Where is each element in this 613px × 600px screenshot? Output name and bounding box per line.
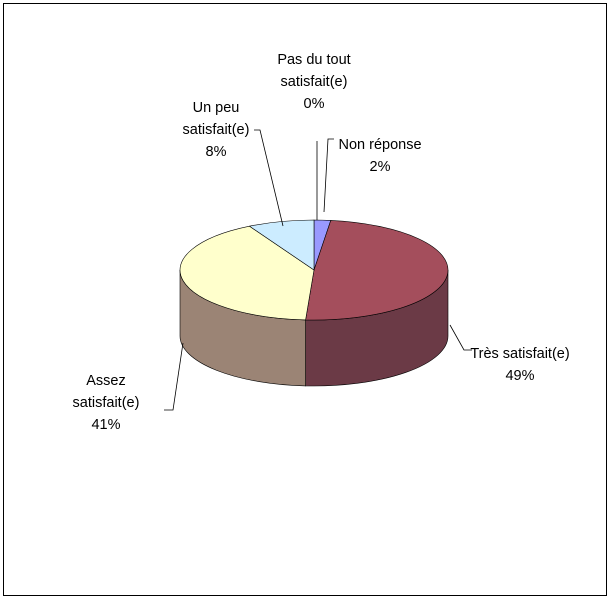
slice-percent-pas-du-tout-satisfait-e: 0% <box>304 96 325 112</box>
slice-percent-non-r-ponse: 2% <box>370 159 391 175</box>
pie-tops <box>179 219 449 321</box>
slice-label-assez-satisfait-e: Assez <box>86 373 126 389</box>
pie-slice-tr-s-satisfait-e <box>305 220 449 321</box>
leader-line-assez-satisfait-e <box>164 342 184 411</box>
slice-label-un-peu-satisfait-e: satisfait(e) <box>183 122 250 138</box>
chart-area: Non réponse 2% Très satisfait(e) 49% Assez sa… <box>3 3 607 596</box>
slice-labels: Non réponse 2% Très satisfait(e) 49% Assez sa… <box>73 52 570 433</box>
label-leaders <box>164 129 472 411</box>
pie-slice-un-peu-satisfait-e <box>248 219 315 271</box>
slice-label-assez-satisfait-e: satisfait(e) <box>73 395 140 411</box>
slice-percent-tr-s-satisfait-e: 49% <box>505 368 534 384</box>
slice-label-pas-du-tout-satisfait-e: satisfait(e) <box>281 74 348 90</box>
pie-chart: Non réponse 2% Très satisfait(e) 49% Assez sa… <box>73 52 570 433</box>
slice-percent-assez-satisfait-e: 41% <box>91 417 120 433</box>
slice-label-un-peu-satisfait-e: Un peu <box>193 100 240 116</box>
leader-line-non-r-ponse <box>323 138 334 213</box>
slice-label-tr-s-satisfait-e: Très satisfait(e) <box>470 346 569 362</box>
pie-slice-assez-satisfait-e <box>179 225 315 321</box>
slice-label-non-r-ponse: Non réponse <box>338 137 421 153</box>
leader-line-un-peu-satisfait-e <box>254 129 284 227</box>
slice-percent-un-peu-satisfait-e: 8% <box>206 144 227 160</box>
slice-label-pas-du-tout-satisfait-e: Pas du tout <box>277 52 350 68</box>
leader-line-tr-s-satisfait-e <box>449 324 472 351</box>
